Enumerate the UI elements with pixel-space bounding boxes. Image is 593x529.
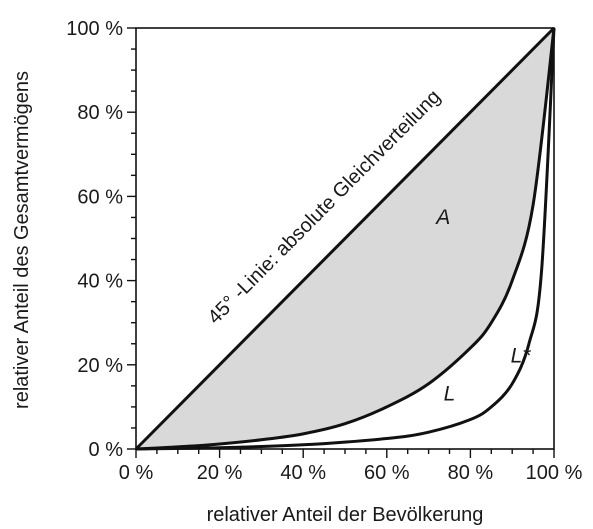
tick-labels: 0 % 20 % 40 % 60 % 80 % 100 % 0 % 20 % 40 % 60 % 8…: [66, 18, 582, 484]
area-a-label: A: [434, 206, 450, 229]
series-l-curve: [135, 27, 556, 451]
x-tick-label: 60 %: [364, 462, 410, 484]
series-equality-line: [134, 26, 556, 451]
y-tick-label: 100 %: [66, 18, 123, 40]
x-tick-label: 100 %: [526, 462, 583, 484]
x-axis-title: relativer Anteil der Bevölkerung: [207, 504, 484, 526]
y-tick-label: 80 %: [77, 102, 123, 124]
y-tick-label: 40 %: [77, 271, 123, 293]
x-tick-label: 0 %: [119, 462, 154, 484]
curve-l-label: L: [444, 383, 456, 406]
x-tick-label: 20 %: [197, 462, 243, 484]
y-tick-label: 0 %: [89, 439, 124, 461]
curve-l-star-label: L*: [511, 345, 532, 368]
y-axis-title: relativer Anteil des Gesamtvermögens: [11, 71, 33, 409]
y-tick-label: 20 %: [77, 355, 123, 377]
series-l-star-curve: [135, 27, 556, 451]
x-tick-label: 40 %: [280, 462, 326, 484]
y-tick-label: 60 %: [77, 186, 123, 208]
x-tick-label: 80 %: [448, 462, 494, 484]
axis-ticks: [127, 27, 555, 458]
plot-area: 45° -Linie: absolute GleichverteilungALL…: [134, 26, 556, 451]
